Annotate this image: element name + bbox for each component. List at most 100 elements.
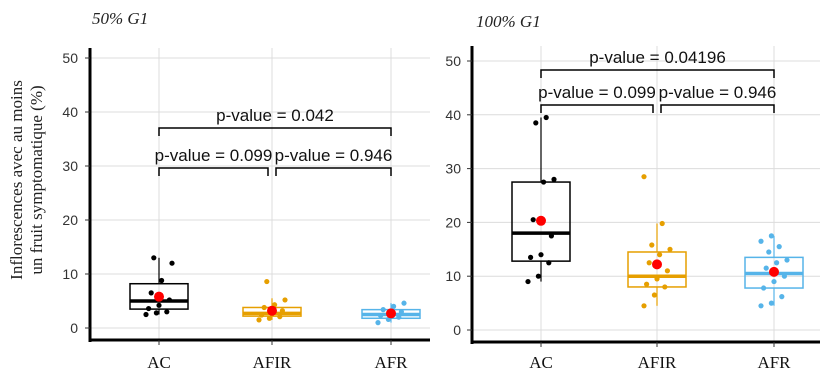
p-value-label: p-value = 0.042	[216, 106, 334, 125]
data-point	[651, 292, 658, 298]
box-afr	[744, 233, 804, 309]
data-point	[143, 311, 149, 318]
data-point	[641, 174, 647, 180]
data-point	[259, 312, 265, 318]
data-point	[261, 304, 267, 311]
data-point	[153, 310, 159, 316]
data-point	[164, 309, 170, 315]
panel-title: 100% G1	[476, 12, 541, 31]
data-point	[528, 254, 534, 260]
data-point	[396, 314, 402, 320]
box-ac	[129, 255, 189, 318]
comparison-bracket: p-value = 0.099	[155, 146, 273, 176]
data-point	[766, 249, 772, 255]
box-iqr	[627, 251, 687, 288]
data-point	[654, 276, 660, 282]
data-point	[667, 246, 673, 252]
data-point	[148, 290, 154, 296]
p-value-label: p-value = 0.04196	[589, 48, 726, 67]
x-tick-label: AFR	[757, 353, 791, 369]
p-value-label: p-value = 0.099	[155, 146, 273, 165]
data-point	[151, 255, 157, 261]
p-value-label: p-value = 0.946	[275, 146, 393, 165]
data-point	[156, 302, 162, 308]
y-tick-label: 0	[453, 322, 461, 338]
data-point	[533, 120, 539, 126]
y-tick-label: 30	[445, 161, 461, 177]
mean-point	[769, 266, 779, 277]
data-point	[641, 303, 647, 309]
comparison-bracket: p-value = 0.946	[275, 146, 393, 176]
mean-point	[386, 308, 396, 319]
p-value-label: p-value = 0.946	[659, 83, 777, 102]
data-point	[543, 114, 549, 121]
mean-point	[267, 305, 277, 316]
data-point	[282, 297, 288, 303]
data-point	[771, 278, 777, 285]
panel-title: 50% G1	[92, 9, 148, 28]
data-point	[538, 252, 544, 258]
data-point	[768, 300, 775, 306]
mean-point	[536, 215, 546, 226]
data-point	[541, 179, 547, 185]
bracket-line	[158, 167, 269, 176]
bracket-line	[540, 104, 654, 113]
data-point	[256, 317, 262, 323]
x-tick-label: AFIR	[253, 353, 292, 369]
data-point	[391, 303, 397, 309]
y-tick-label: 40	[62, 104, 78, 120]
data-point	[644, 281, 650, 287]
box-iqr	[129, 282, 189, 310]
data-point	[159, 277, 165, 284]
comparison-bracket: p-value = 0.042	[158, 106, 392, 136]
data-point	[530, 217, 536, 223]
data-point	[758, 238, 764, 244]
y-axis-label-line: un fruit symptomatique (%)	[27, 85, 46, 274]
data-point	[169, 260, 175, 266]
data-point	[664, 268, 671, 274]
bracket-line	[275, 167, 392, 176]
data-point	[535, 273, 542, 279]
data-point	[784, 257, 790, 263]
y-tick-label: 50	[62, 50, 78, 66]
data-point	[768, 233, 775, 239]
comparison-bracket: p-value = 0.946	[659, 83, 777, 113]
data-point	[776, 244, 782, 250]
x-tick-label: AFR	[374, 353, 408, 369]
box-afir	[627, 174, 687, 309]
data-point	[548, 233, 555, 239]
y-tick-label: 10	[62, 266, 78, 282]
box-afr	[361, 300, 421, 326]
y-axis-label-line: Inflorescences avec au moins	[7, 80, 26, 280]
x-tick-label: AC	[529, 353, 553, 369]
data-point	[546, 260, 552, 266]
data-point	[279, 308, 285, 314]
data-point	[761, 285, 767, 291]
data-point	[146, 305, 152, 312]
bracket-line	[660, 104, 775, 113]
mean-point	[652, 259, 662, 270]
data-point	[378, 312, 384, 319]
box-ac	[511, 114, 571, 285]
y-tick-label: 20	[62, 212, 78, 228]
comparison-bracket: p-value = 0.099	[538, 83, 656, 113]
y-tick-label: 20	[445, 214, 461, 230]
y-tick-label: 30	[62, 158, 78, 174]
data-point	[525, 278, 531, 285]
box-afir	[242, 278, 302, 323]
bracket-line	[540, 69, 775, 78]
data-point	[380, 307, 386, 313]
data-point	[398, 309, 404, 315]
y-tick-label: 10	[445, 268, 461, 284]
data-point	[649, 242, 655, 248]
data-point	[266, 315, 272, 321]
data-point	[277, 314, 283, 320]
y-tick-label: 40	[445, 107, 461, 123]
data-point	[662, 284, 668, 290]
data-point	[781, 273, 788, 279]
data-point	[779, 294, 785, 300]
data-point	[758, 303, 764, 309]
data-point	[774, 260, 780, 266]
data-point	[646, 260, 652, 266]
